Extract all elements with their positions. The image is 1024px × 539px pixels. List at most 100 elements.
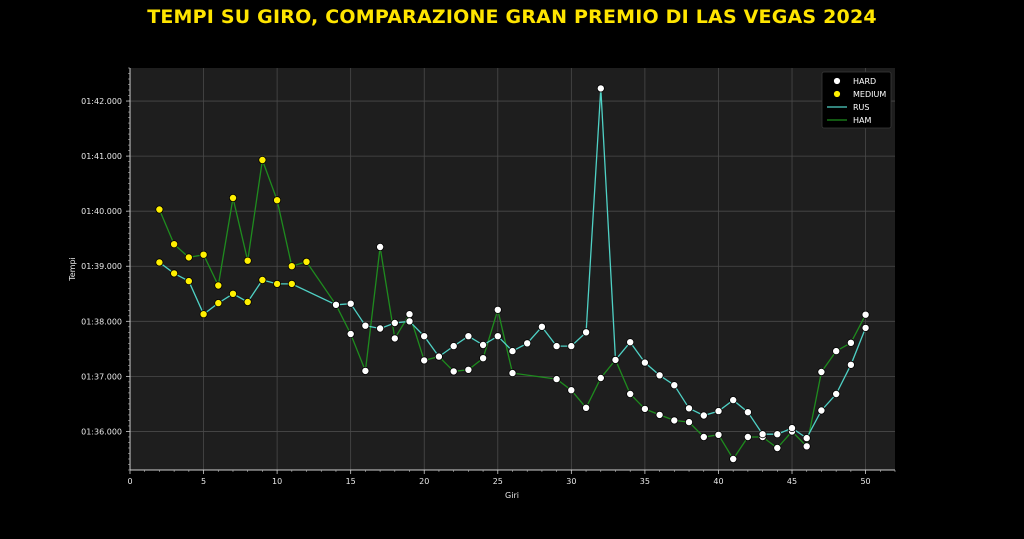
y-tick-label: 01:42.000 (81, 97, 122, 106)
data-point-ham (817, 367, 826, 376)
data-point-ham (714, 430, 723, 439)
data-point-rus (714, 407, 723, 416)
x-tick-label: 40 (713, 477, 723, 486)
data-point-rus (464, 332, 473, 341)
data-point-rus (699, 411, 708, 420)
legend-label-medium: MEDIUM (853, 90, 886, 99)
data-point-ham (390, 334, 399, 343)
data-point-ham (405, 310, 414, 319)
y-tick-label: 01:38.000 (81, 317, 122, 326)
data-point-rus (846, 360, 855, 369)
axes: 0 5 10 15 20 25 30 35 40 45 50 01:36.000 01:37.000 01… (81, 67, 896, 486)
data-point-rus (184, 277, 193, 286)
data-point-rus (331, 300, 340, 309)
data-point-rus (493, 332, 502, 341)
x-tick-label: 25 (493, 477, 503, 486)
x-tick-label: 15 (346, 477, 356, 486)
plot-area (130, 68, 895, 470)
data-point-rus (670, 381, 679, 390)
data-point-ham (479, 354, 488, 363)
data-point-rus (508, 347, 517, 356)
series-line-ham (158, 159, 867, 461)
data-point-ham (773, 443, 782, 452)
data-point-rus (228, 289, 237, 298)
data-point-rus (405, 317, 414, 326)
data-point-rus (832, 389, 841, 398)
data-point-rus (479, 340, 488, 349)
data-point-rus (346, 299, 355, 308)
data-point-rus (434, 352, 443, 361)
data-point-rus (155, 258, 164, 267)
data-point-rus (788, 424, 797, 433)
data-point-ham (199, 250, 208, 259)
data-point-ham (302, 257, 311, 266)
data-point-rus (640, 358, 649, 367)
data-point-rus (243, 297, 252, 306)
chart-title: TEMPI SU GIRO, COMPARAZIONE GRAN PREMIO … (147, 6, 877, 28)
data-point-ham (861, 310, 870, 319)
data-point-rus (626, 338, 635, 347)
data-point-rus (685, 404, 694, 413)
legend-label-ham: HAM (853, 116, 871, 125)
x-tick-label: 35 (640, 477, 650, 486)
data-point-ham (626, 389, 635, 398)
data-point-rus (817, 406, 826, 415)
data-point-ham (184, 253, 193, 262)
data-point-rus (552, 342, 561, 351)
data-point-rus (802, 434, 811, 443)
data-point-ham (846, 338, 855, 347)
data-point-ham (155, 205, 164, 214)
data-point-rus (420, 332, 429, 341)
legend-marker-medium (833, 90, 841, 98)
data-point-rus (773, 430, 782, 439)
series-layer (155, 84, 870, 463)
data-point-rus (449, 342, 458, 351)
data-point-ham (802, 442, 811, 451)
y-axis-label: Tempi (68, 257, 77, 282)
data-point-rus (611, 355, 620, 364)
data-point-ham (361, 366, 370, 375)
data-point-ham (508, 369, 517, 378)
data-point-rus (861, 323, 870, 332)
data-point-ham (640, 404, 649, 413)
data-point-rus (567, 342, 576, 351)
data-point-ham (376, 242, 385, 251)
x-tick-label: 20 (419, 477, 429, 486)
data-point-ham (832, 347, 841, 356)
legend: HARD MEDIUM RUS HAM (821, 71, 892, 129)
y-tick-label: 01:36.000 (81, 427, 122, 436)
data-point-ham (582, 403, 591, 412)
data-point-ham (170, 240, 179, 249)
data-point-rus (258, 275, 267, 284)
legend-label-hard: HARD (853, 77, 876, 86)
data-point-ham (214, 281, 223, 290)
data-point-rus (743, 408, 752, 417)
y-tick-label: 01:39.000 (81, 262, 122, 271)
data-point-ham (258, 155, 267, 164)
y-tick-label: 01:37.000 (81, 372, 122, 381)
data-point-ham (743, 432, 752, 441)
data-point-rus (214, 299, 223, 308)
data-point-rus (655, 371, 664, 380)
y-tick-label: 01:41.000 (81, 152, 122, 161)
data-point-rus (170, 269, 179, 278)
data-point-rus (273, 279, 282, 288)
data-point-ham (655, 410, 664, 419)
x-tick-label: 50 (860, 477, 870, 486)
data-point-ham (449, 367, 458, 376)
data-point-rus (582, 328, 591, 337)
y-tick-label: 01:40.000 (81, 207, 122, 216)
data-point-ham (729, 454, 738, 463)
data-point-ham (228, 193, 237, 202)
data-point-rus (376, 324, 385, 333)
data-point-ham (273, 196, 282, 205)
data-point-rus (287, 279, 296, 288)
legend-label-rus: RUS (853, 103, 870, 112)
data-point-ham (596, 373, 605, 382)
x-axis-label: Giri (505, 491, 519, 500)
data-point-ham (699, 432, 708, 441)
data-point-rus (537, 322, 546, 331)
data-point-ham (567, 386, 576, 395)
legend-box (821, 71, 892, 129)
